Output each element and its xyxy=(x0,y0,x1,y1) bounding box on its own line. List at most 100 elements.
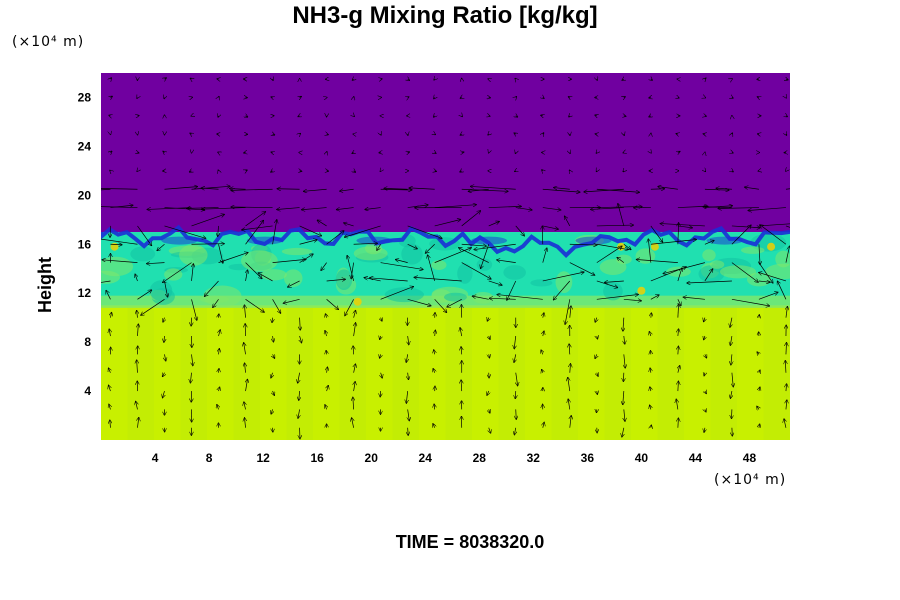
y-tick-label: 16 xyxy=(78,237,92,251)
y-axis-ticks: 4 8 12 16 20 24 28 xyxy=(78,90,92,398)
wind-vector xyxy=(704,373,705,376)
cloud-patch xyxy=(401,243,423,265)
wind-vector xyxy=(217,405,219,410)
wind-vector xyxy=(218,225,219,236)
cloud-patch xyxy=(130,246,156,262)
wind-vector xyxy=(164,187,197,190)
boundary-lobe xyxy=(161,236,198,245)
wind-vector xyxy=(584,188,624,192)
wind-vector xyxy=(137,225,151,246)
wind-vector xyxy=(435,330,436,337)
wind-vector xyxy=(785,361,786,373)
wind-vector xyxy=(302,207,327,210)
wind-vector xyxy=(164,354,165,360)
wind-vector xyxy=(283,298,300,303)
wind-vector xyxy=(164,78,166,79)
wind-vector xyxy=(273,134,275,135)
wind-vector xyxy=(352,79,353,80)
wind-vector xyxy=(570,416,571,428)
wind-vector xyxy=(201,188,219,189)
chart-title: NH3-g Mixing Ratio [kg/kg] xyxy=(292,2,598,29)
mixing-ratio-field xyxy=(101,73,790,440)
x-tick-label: 28 xyxy=(473,451,487,465)
wind-vector xyxy=(595,115,597,116)
wind-vector xyxy=(461,380,462,392)
cloud-patch xyxy=(741,246,765,254)
wind-vector xyxy=(663,262,705,274)
wind-vector xyxy=(300,133,301,134)
wind-vector xyxy=(569,244,597,245)
wind-vector xyxy=(231,189,273,190)
wind-vector xyxy=(433,369,434,373)
wind-vector xyxy=(219,349,220,355)
wind-vector xyxy=(325,331,327,337)
high-value-spot xyxy=(353,297,362,306)
wind-vector xyxy=(636,259,678,263)
wind-vector xyxy=(568,377,570,392)
wind-vector xyxy=(137,324,138,337)
wind-vector xyxy=(409,188,435,189)
wind-vector xyxy=(245,418,246,428)
lower-column xyxy=(445,305,472,440)
y-tick-label: 12 xyxy=(78,286,92,300)
lower-column xyxy=(604,305,631,440)
wind-vector xyxy=(298,372,300,383)
wind-vector xyxy=(298,409,300,418)
wind-vector-field xyxy=(101,78,790,439)
wind-vector xyxy=(428,255,436,282)
wind-vector xyxy=(300,317,301,330)
wind-vector xyxy=(542,272,584,282)
wind-vector xyxy=(651,79,652,80)
x-tick-label: 20 xyxy=(365,451,379,465)
wind-vector xyxy=(218,244,223,263)
wind-vector xyxy=(317,220,327,227)
wind-vector xyxy=(745,187,759,189)
cloud-patch xyxy=(599,259,627,275)
wind-vector xyxy=(300,335,302,343)
wind-vector xyxy=(246,116,248,117)
wind-vector xyxy=(650,240,696,245)
wind-vector xyxy=(758,292,778,300)
wind-vector xyxy=(488,222,499,227)
cloud-patch xyxy=(444,292,467,302)
wind-vector xyxy=(597,336,598,339)
wind-vector xyxy=(543,97,544,98)
wind-vector xyxy=(618,204,625,227)
wind-vector xyxy=(649,332,650,337)
wind-vector xyxy=(272,317,273,323)
wind-vector xyxy=(786,384,787,392)
wind-vector xyxy=(650,368,651,373)
wind-vector xyxy=(271,409,272,414)
wind-vector xyxy=(514,354,516,362)
wind-vector xyxy=(489,409,490,413)
wind-vector xyxy=(288,280,300,287)
lower-column xyxy=(392,305,419,440)
wind-vector xyxy=(135,274,137,282)
wind-vector xyxy=(298,116,299,117)
cloud-patch xyxy=(555,271,573,294)
wind-vector xyxy=(353,243,378,244)
wind-vector xyxy=(213,299,219,307)
wind-vector xyxy=(705,78,706,79)
wind-vector xyxy=(258,273,273,282)
wind-vector xyxy=(407,225,442,238)
wind-vector xyxy=(542,248,547,263)
cloud-top-boundary xyxy=(101,224,790,258)
wind-vector xyxy=(101,188,138,190)
wind-vector xyxy=(651,313,652,318)
wind-vector xyxy=(704,269,713,282)
wind-vector xyxy=(732,372,733,387)
boundary-lobe xyxy=(471,236,508,245)
wind-vector xyxy=(786,400,787,410)
wind-vector xyxy=(565,216,571,227)
wind-vector xyxy=(191,186,230,190)
y-tick-label: 8 xyxy=(84,335,91,349)
wind-vector xyxy=(352,418,354,428)
wind-vector xyxy=(489,336,490,339)
cloud-patch xyxy=(635,248,656,264)
wind-vector xyxy=(354,364,356,373)
wind-vector xyxy=(147,208,192,210)
wind-vector xyxy=(434,248,472,263)
wind-vector xyxy=(516,372,518,386)
lower-column xyxy=(657,305,684,440)
